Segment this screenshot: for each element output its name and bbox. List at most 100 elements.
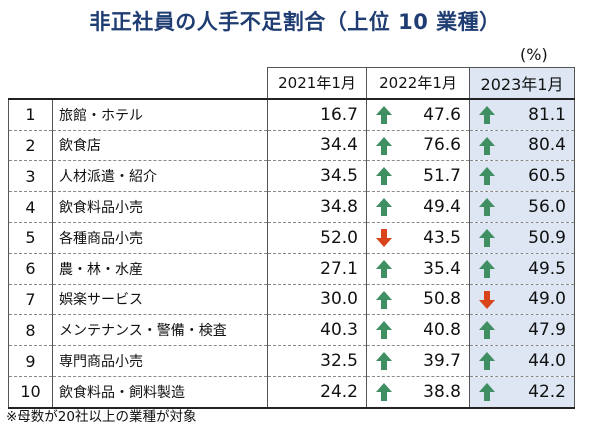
industry-cell: 各種商品小売 <box>52 222 268 254</box>
up-arrow-icon <box>479 321 495 340</box>
value-cell: 51.7 <box>366 160 470 193</box>
table-row: 5 各種商品小売 52.0 43.5 50.9 <box>8 222 575 254</box>
value-text: 16.7 <box>320 104 358 125</box>
value-cell: 60.5 <box>469 160 575 193</box>
up-arrow-icon <box>376 167 392 186</box>
down-arrow-icon <box>479 290 495 309</box>
value-text: 47.6 <box>423 104 461 125</box>
up-arrow-icon <box>376 136 392 155</box>
value-cell: 76.6 <box>366 130 470 162</box>
value-text: 24.2 <box>320 381 358 402</box>
value-cell: 49.0 <box>469 284 575 316</box>
value-text: 38.8 <box>423 381 461 402</box>
value-text: 47.9 <box>528 320 566 341</box>
value-cell: 34.5 <box>267 160 367 193</box>
rank-cell: 4 <box>8 191 53 223</box>
value-text: 49.5 <box>528 258 566 279</box>
industry-cell: 飲食料品小売 <box>52 191 268 223</box>
up-arrow-icon <box>479 198 495 217</box>
header-blank-rank <box>8 67 53 100</box>
value-cell: 49.5 <box>469 253 575 285</box>
header-blank-industry <box>52 67 268 100</box>
value-text: 32.5 <box>320 351 358 372</box>
up-arrow-icon <box>479 105 495 124</box>
value-cell: 38.8 <box>366 376 470 409</box>
value-text: 50.9 <box>528 227 566 248</box>
up-arrow-icon <box>479 352 495 371</box>
value-text: 56.0 <box>528 197 566 218</box>
value-cell: 42.2 <box>469 376 575 409</box>
table-row: 6 農・林・水産 27.1 35.4 49.5 <box>8 253 575 285</box>
value-text: 80.4 <box>528 135 566 156</box>
value-cell: 81.1 <box>469 98 575 131</box>
value-text: 43.5 <box>423 227 461 248</box>
rank-cell: 5 <box>8 222 53 254</box>
value-cell: 40.3 <box>267 314 367 347</box>
rank-cell: 6 <box>8 253 53 285</box>
rank-cell: 7 <box>8 284 53 316</box>
value-cell: 44.0 <box>469 345 575 377</box>
header-2022: 2022年1月 <box>366 66 470 100</box>
up-arrow-icon <box>376 198 392 217</box>
value-text: 40.3 <box>320 320 358 341</box>
value-cell: 50.8 <box>366 284 470 316</box>
table-row: 1 旅館・ホテル 16.7 47.6 81.1 <box>8 98 575 131</box>
value-cell: 43.5 <box>366 222 470 254</box>
up-arrow-icon <box>479 382 495 401</box>
up-arrow-icon <box>479 167 495 186</box>
up-arrow-icon <box>479 136 495 155</box>
value-cell: 16.7 <box>267 98 367 131</box>
value-text: 52.0 <box>320 227 358 248</box>
industry-cell: 娯楽サービス <box>52 284 268 316</box>
value-cell: 40.8 <box>366 314 470 347</box>
up-arrow-icon <box>376 321 392 340</box>
header-row: 2021年1月 2022年1月 2023年1月 <box>8 66 575 100</box>
table-row: 8 メンテナンス・警備・検査 40.3 40.8 47.9 <box>8 314 575 347</box>
value-text: 60.5 <box>528 166 566 187</box>
value-cell: 47.9 <box>469 314 575 347</box>
table-row: 9 専門商品小売 32.5 39.7 44.0 <box>8 345 575 377</box>
value-cell: 52.0 <box>267 222 367 254</box>
value-cell: 30.0 <box>267 284 367 316</box>
table-row: 7 娯楽サービス 30.0 50.8 49.0 <box>8 284 575 316</box>
rank-cell: 1 <box>8 98 53 131</box>
value-cell: 50.9 <box>469 222 575 254</box>
rank-cell: 10 <box>8 376 53 409</box>
value-cell: 32.5 <box>267 345 367 377</box>
value-cell: 34.8 <box>267 191 367 223</box>
table-row: 3 人材派遣・紹介 34.5 51.7 60.5 <box>8 160 575 193</box>
value-cell: 56.0 <box>469 191 575 223</box>
value-text: 39.7 <box>423 351 461 372</box>
value-text: 34.8 <box>320 197 358 218</box>
up-arrow-icon <box>479 259 495 278</box>
value-text: 81.1 <box>528 104 566 125</box>
footnote: ※母数が20社以上の業種が対象 <box>6 409 197 425</box>
up-arrow-icon <box>376 352 392 371</box>
value-text: 40.8 <box>423 320 461 341</box>
value-text: 42.2 <box>528 381 566 402</box>
value-cell: 39.7 <box>366 345 470 377</box>
table-row: 4 飲食料品小売 34.8 49.4 56.0 <box>8 191 575 223</box>
industry-cell: 農・林・水産 <box>52 253 268 285</box>
industry-cell: 旅館・ホテル <box>52 98 268 131</box>
rank-cell: 2 <box>8 130 53 162</box>
value-cell: 49.4 <box>366 191 470 223</box>
down-arrow-icon <box>376 228 392 247</box>
value-cell: 24.2 <box>267 376 367 409</box>
value-text: 49.4 <box>423 197 461 218</box>
table-body: 1 旅館・ホテル 16.7 47.6 81.1 2 飲食店 34.4 76.6 80.4 3 人材派遣… <box>8 98 575 409</box>
value-text: 35.4 <box>423 258 461 279</box>
value-cell: 35.4 <box>366 253 470 285</box>
value-text: 27.1 <box>320 258 358 279</box>
up-arrow-icon <box>376 105 392 124</box>
up-arrow-icon <box>376 290 392 309</box>
up-arrow-icon <box>376 382 392 401</box>
value-text: 34.5 <box>320 166 358 187</box>
industry-cell: 飲食店 <box>52 130 268 162</box>
industry-cell: 飲食料品・飼料製造 <box>52 376 268 409</box>
chart-title: 非正社員の人手不足割合（上位 10 業種） <box>89 10 501 34</box>
header-2021: 2021年1月 <box>267 66 367 100</box>
industry-cell: メンテナンス・警備・検査 <box>52 314 268 347</box>
unit-label: (%) <box>520 45 548 64</box>
value-text: 49.0 <box>528 289 566 310</box>
